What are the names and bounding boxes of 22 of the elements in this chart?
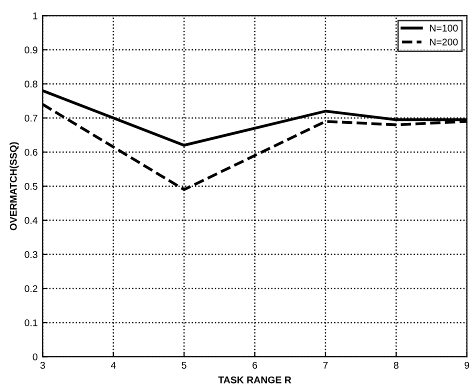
x-tick-label: 3 (40, 362, 45, 369)
y-tick-label: 0.1 (24, 319, 38, 326)
legend-label: N=200 (430, 38, 458, 46)
y-tick-label: 0.7 (24, 114, 38, 122)
x-tick-label: 4 (110, 362, 116, 369)
y-tick-label: 0.5 (24, 182, 38, 190)
x-tick-label: 5 (182, 362, 186, 369)
y-tick-label: 0 (32, 353, 38, 360)
y-tick-label: 0.3 (24, 251, 38, 258)
x-tick-label: 9 (464, 362, 470, 369)
y-tick-label: 0.8 (24, 80, 38, 88)
y-axis-title: OVERMATCH(SSQ) (10, 142, 19, 230)
y-tick-label: 0.6 (24, 148, 38, 156)
x-tick-label: 7 (323, 362, 328, 369)
x-tick-label: 8 (394, 362, 398, 369)
legend-label: N=100 (430, 24, 458, 32)
y-tick-label: 0.9 (24, 46, 38, 54)
x-axis-title: TASK RANGE R (218, 376, 292, 384)
x-tick-label: 6 (252, 362, 258, 369)
y-tick-label: 0.2 (24, 285, 38, 292)
y-tick-label: 1 (33, 12, 38, 20)
y-tick-label: 0.4 (24, 217, 38, 224)
